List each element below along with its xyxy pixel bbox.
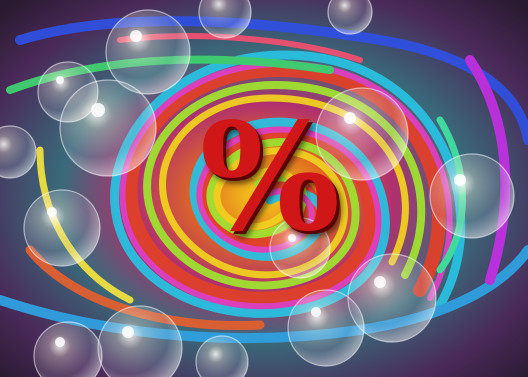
frame-border — [14, 16, 516, 362]
percent-symbol: % — [199, 90, 341, 264]
